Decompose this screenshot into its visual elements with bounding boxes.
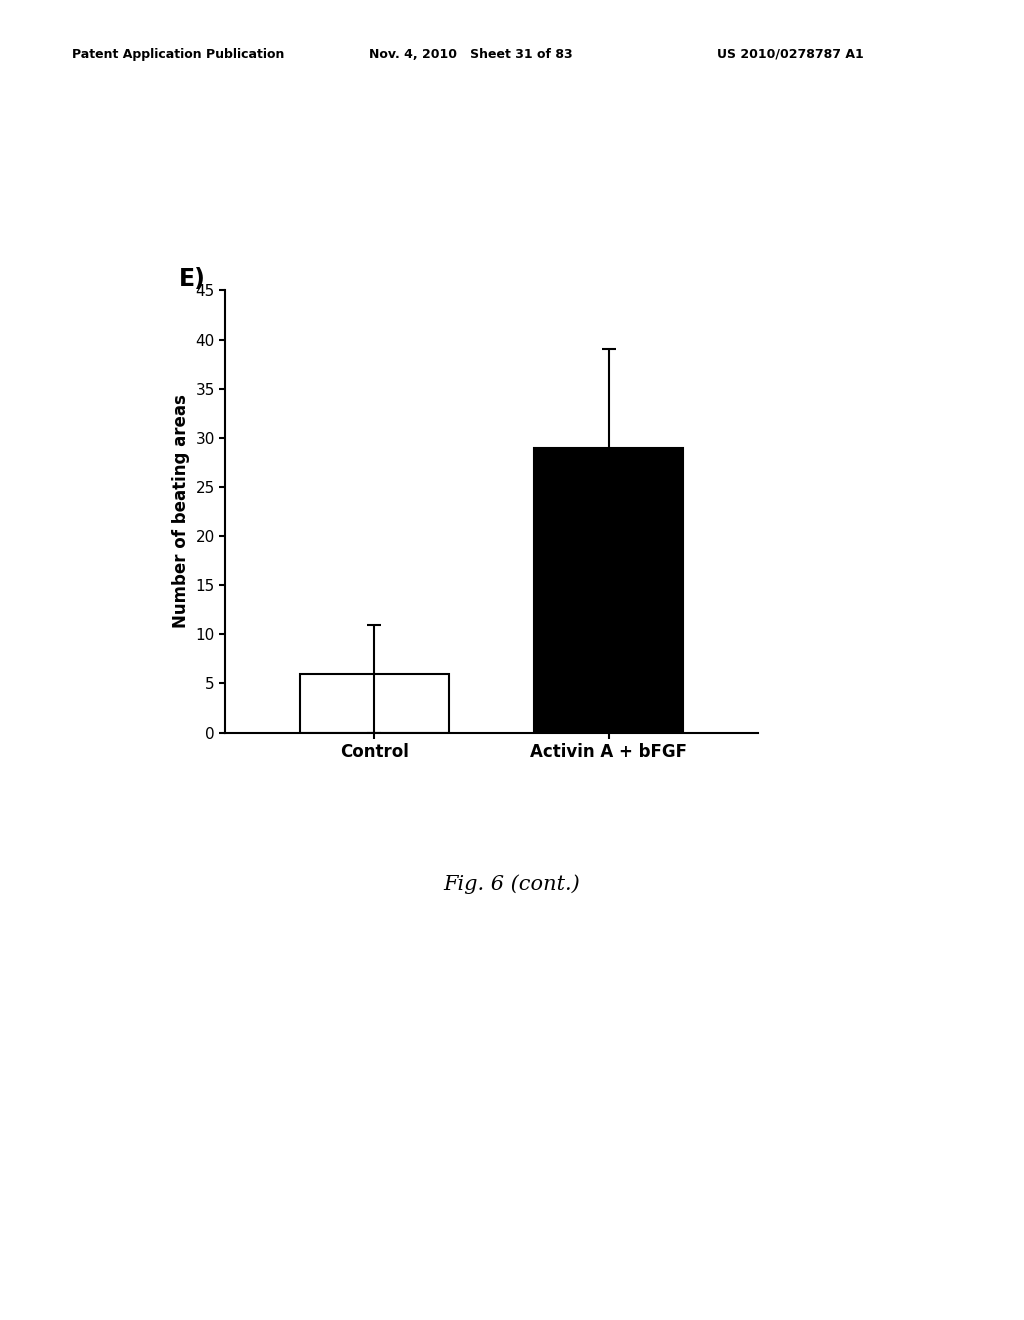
Bar — [300, 673, 449, 733]
Text: US 2010/0278787 A1: US 2010/0278787 A1 — [717, 48, 863, 61]
Y-axis label: Number of beating areas: Number of beating areas — [172, 395, 189, 628]
Text: Patent Application Publication: Patent Application Publication — [72, 48, 284, 61]
Text: Nov. 4, 2010   Sheet 31 of 83: Nov. 4, 2010 Sheet 31 of 83 — [369, 48, 572, 61]
Bar — [535, 447, 683, 733]
Text: E): E) — [179, 267, 206, 290]
Text: Fig. 6 (cont.): Fig. 6 (cont.) — [443, 874, 581, 894]
